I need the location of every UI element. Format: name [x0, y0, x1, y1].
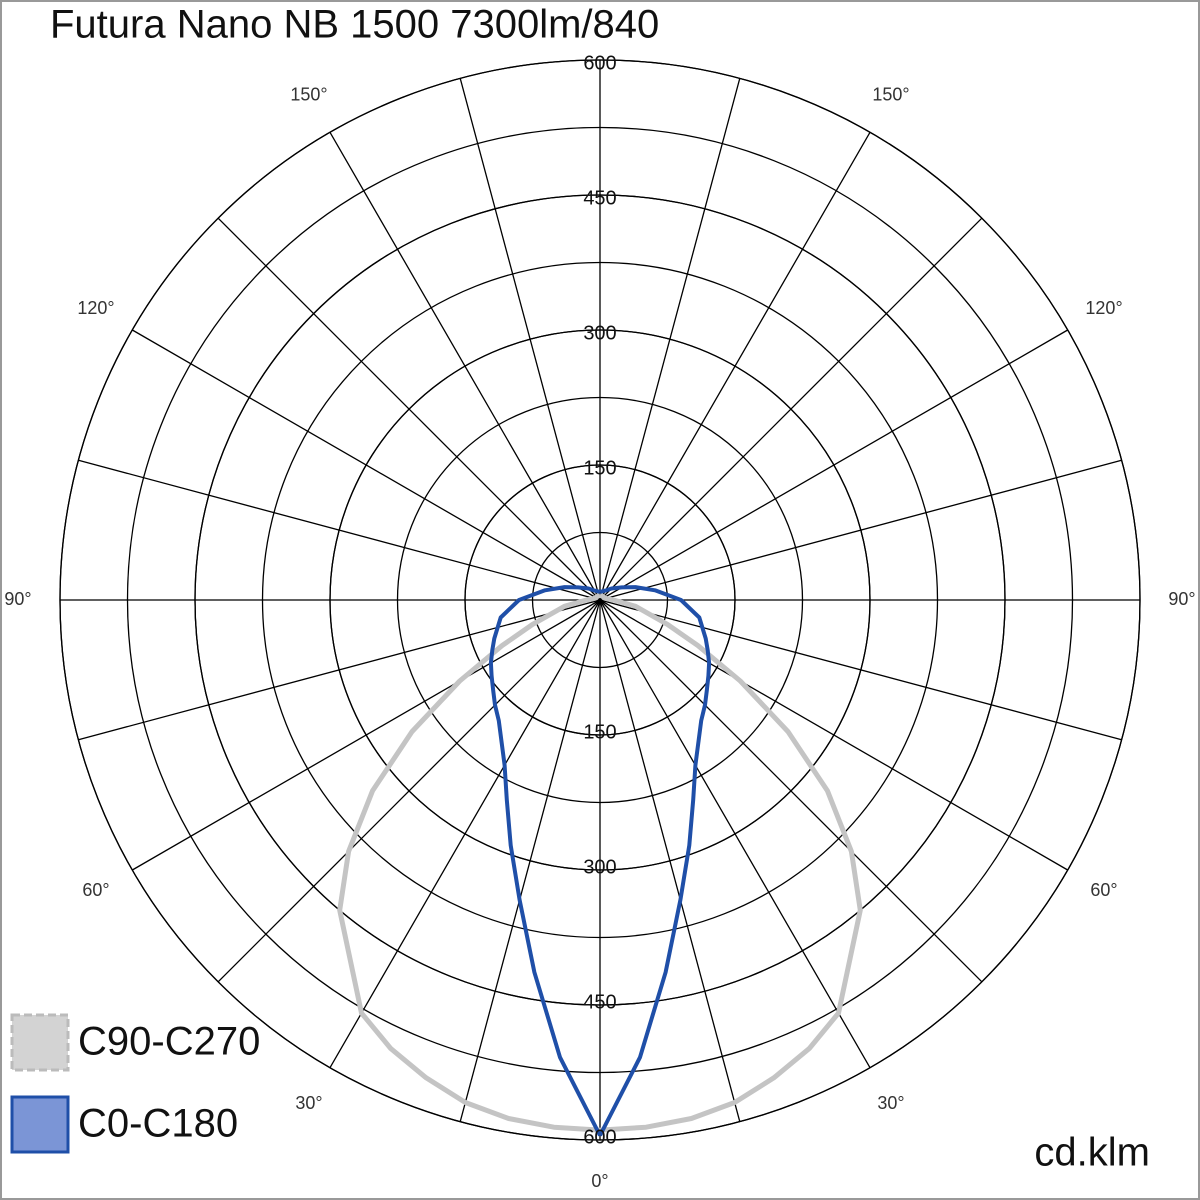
unit-label: cd.klm	[1034, 1131, 1150, 1175]
curve-right	[598, 593, 863, 1133]
angle-tick-label: 60°	[82, 880, 109, 900]
angle-tick-label: 150°	[872, 85, 909, 105]
curve-right	[598, 585, 712, 1137]
angle-tick-label: 60°	[1090, 880, 1117, 900]
curve-left	[488, 585, 602, 1137]
legend-swatch	[10, 1013, 70, 1072]
r-tick-label: 600	[583, 1126, 616, 1148]
angle-tick-label: 30°	[295, 1093, 322, 1113]
r-tick-label: 450	[583, 187, 616, 209]
angle-tick-label: 90°	[1168, 589, 1195, 609]
labels: 150 150 300 300 450 450 600 600 0° 30° 30° 60° 60° 90…	[4, 52, 1195, 1190]
angle-tick-label: 30°	[877, 1093, 904, 1113]
curves	[337, 585, 863, 1137]
r-grid-circle	[464, 464, 736, 736]
r-grid-circle	[194, 194, 1006, 1006]
r-tick-label: 150	[583, 721, 616, 743]
r-tick-label: 300	[583, 322, 616, 344]
legend-swatch	[10, 1095, 70, 1154]
angle-tick-label: 90°	[4, 589, 31, 609]
r-tick-label: 600	[583, 52, 616, 74]
angle-tick-label: 150°	[290, 85, 327, 105]
grid	[59, 59, 1141, 1141]
r-tick-label: 300	[583, 856, 616, 878]
chart-title: Futura Nano NB 1500 7300lm/840	[50, 3, 659, 47]
angle-tick-label: 120°	[77, 298, 114, 318]
r-grid-circle	[59, 59, 1141, 1141]
curve-left	[337, 593, 602, 1133]
angle-tick-label: 0°	[591, 1171, 608, 1191]
r-tick-label: 450	[583, 991, 616, 1013]
legend-label: C0-C180	[78, 1102, 238, 1146]
angle-tick-label: 120°	[1085, 298, 1122, 318]
r-grid-circle	[329, 329, 871, 871]
r-tick-label: 150	[583, 457, 616, 479]
legend-label: C90-C270	[78, 1020, 260, 1064]
